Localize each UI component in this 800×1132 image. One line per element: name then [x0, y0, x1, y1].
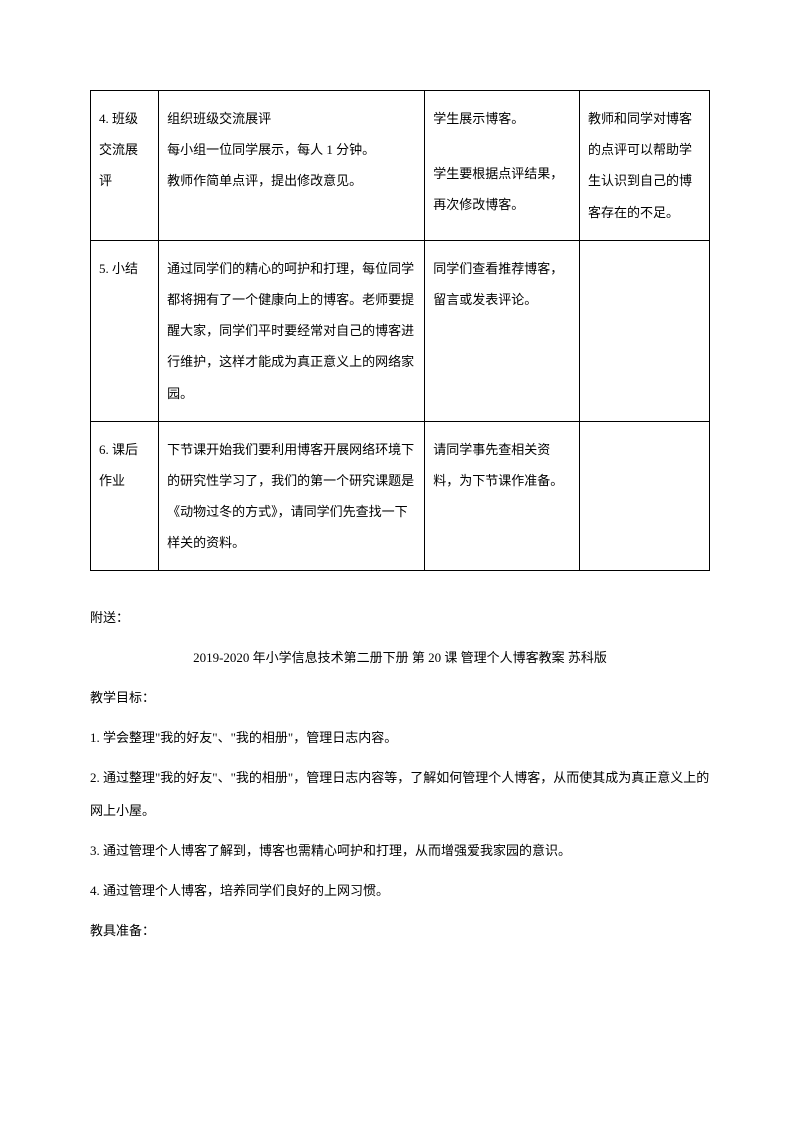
cell-intent-4: 教师和同学对博客的点评可以帮助学生认识到自己的博客存在的不足。 — [579, 91, 709, 241]
table-row: 6. 课后作业 下节课开始我们要利用博客开展网络环境下的研究性学习了，我们的第一… — [91, 421, 710, 571]
text: 组织班级交流展评 — [167, 103, 416, 134]
appendix-title: 2019-2020 年小学信息技术第二册下册 第 20 课 管理个人博客教案 苏… — [90, 641, 710, 675]
text: 学生要根据点评结果，再次修改博客。 — [433, 158, 571, 220]
cell-student-6: 请同学事先查相关资料，为下节课作准备。 — [425, 421, 580, 571]
cell-stage-5: 5. 小结 — [91, 240, 159, 421]
goal-item-1: 1. 学会整理"我的好友"、"我的相册"，管理日志内容。 — [90, 721, 710, 755]
goal-item-4: 4. 通过管理个人博客，培养同学们良好的上网习惯。 — [90, 874, 710, 908]
cell-intent-6 — [579, 421, 709, 571]
cell-teacher-6: 下节课开始我们要利用博客开展网络环境下的研究性学习了，我们的第一个研究课题是《动… — [159, 421, 425, 571]
cell-student-4: 学生展示博客。 学生要根据点评结果，再次修改博客。 — [425, 91, 580, 241]
goal-item-2: 2. 通过整理"我的好友"、"我的相册"，管理日志内容等，了解如何管理个人博客，… — [90, 761, 710, 829]
text: 学生展示博客。 — [433, 103, 571, 134]
cell-teacher-5: 通过同学们的精心的呵护和打理，每位同学都将拥有了一个健康向上的博客。老师要提醒大… — [159, 240, 425, 421]
table-row: 5. 小结 通过同学们的精心的呵护和打理，每位同学都将拥有了一个健康向上的博客。… — [91, 240, 710, 421]
attach-label: 附送： — [90, 601, 710, 635]
text: 每小组一位同学展示，每人 1 分钟。 — [167, 134, 416, 165]
text: 教师作简单点评，提出修改意见。 — [167, 165, 416, 196]
goal-item-3: 3. 通过管理个人博客了解到，博客也需精心呵护和打理，从而增强爱我家园的意识。 — [90, 834, 710, 868]
cell-stage-6: 6. 课后作业 — [91, 421, 159, 571]
prep-label: 教具准备： — [90, 914, 710, 948]
appendix-section: 附送： 2019-2020 年小学信息技术第二册下册 第 20 课 管理个人博客… — [90, 601, 710, 947]
cell-intent-5 — [579, 240, 709, 421]
lesson-plan-table: 4. 班级交流展评 组织班级交流展评 每小组一位同学展示，每人 1 分钟。 教师… — [90, 90, 710, 571]
table-row: 4. 班级交流展评 组织班级交流展评 每小组一位同学展示，每人 1 分钟。 教师… — [91, 91, 710, 241]
cell-stage-4: 4. 班级交流展评 — [91, 91, 159, 241]
cell-student-5: 同学们查看推荐博客，留言或发表评论。 — [425, 240, 580, 421]
cell-teacher-4: 组织班级交流展评 每小组一位同学展示，每人 1 分钟。 教师作简单点评，提出修改… — [159, 91, 425, 241]
goals-label: 教学目标： — [90, 681, 710, 715]
